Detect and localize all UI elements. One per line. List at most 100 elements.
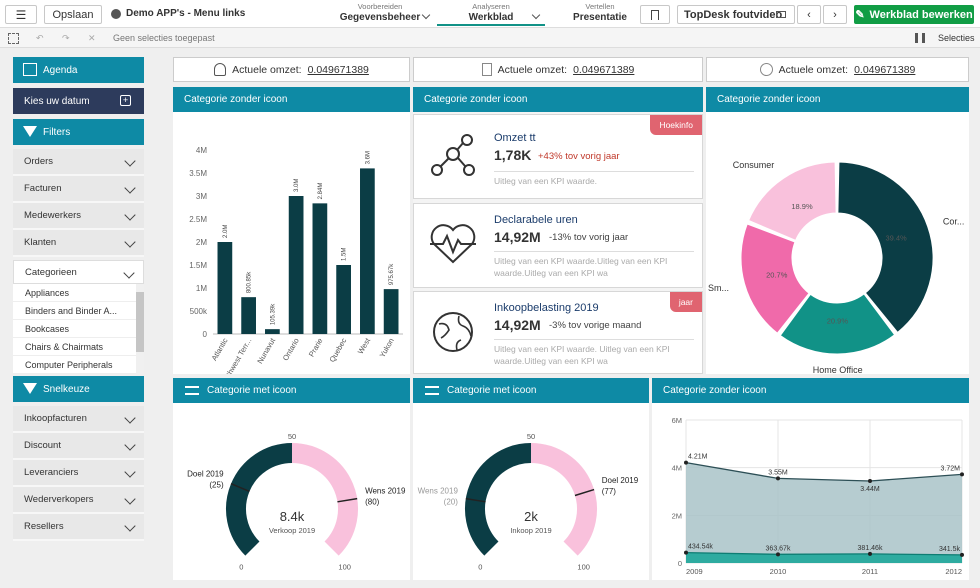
bar[interactable] xyxy=(241,297,256,334)
gauge-goal-value: (77) xyxy=(602,487,617,496)
area-chart[interactable]: 0 2M 4M 6M 2009 2010 2011 2012 4.21M 3.55M 3.44M 3.… xyxy=(652,403,969,580)
gauge-goal-label: Doel 2019 xyxy=(187,470,224,479)
kpi-card-omzet[interactable]: Omzet tt 1,78K +43% tov vorig jaar Uitle… xyxy=(413,114,703,199)
selections-button[interactable]: Selecties xyxy=(938,33,975,43)
gauge-chart[interactable]: 8.4k Verkoop 2019 50 0 100 Doel 2019 (25) Wens … xyxy=(173,403,410,580)
tab-present[interactable]: Vertellen Presentatie xyxy=(564,2,636,26)
scrollbar[interactable] xyxy=(136,284,144,374)
bar[interactable] xyxy=(288,196,304,334)
data-point[interactable] xyxy=(684,460,688,465)
kpi-top-label: Actuele omzet: xyxy=(232,63,302,76)
smart-search-icon[interactable] xyxy=(8,33,19,44)
list-item[interactable]: Computer Peripherals xyxy=(13,356,144,374)
x-tick-label: Quebec xyxy=(327,336,348,363)
gauge-wish-value: (20) xyxy=(444,497,459,506)
filters-header[interactable]: Filters xyxy=(13,119,144,145)
list-item[interactable]: Binders and Binder A... xyxy=(13,302,144,320)
snel-item-discount[interactable]: Discount xyxy=(13,433,144,460)
kpi-top-2[interactable]: Actuele omzet: 0.049671389 xyxy=(413,57,703,82)
scrollbar-thumb[interactable] xyxy=(136,292,144,352)
edit-sheet-button[interactable]: ✎ Werkblad bewerken xyxy=(854,5,974,24)
data-point[interactable] xyxy=(868,551,872,556)
gauge-arc-high xyxy=(530,443,597,556)
gauge-goal-label: Doel 2019 xyxy=(602,476,639,485)
bar[interactable] xyxy=(217,242,233,334)
kpi-top-1[interactable]: Actuele omzet: 0.049671389 xyxy=(173,57,410,82)
tab-prepare[interactable]: Voorbereiden Gegevensbeheer xyxy=(338,2,422,26)
bar-chart[interactable]: 0 500k 1M 1.5M 2M 2.5M 3M 3.5M 4M 2.0M Atlantic 800… xyxy=(173,112,410,388)
gauge-center-label: Inkoop 2019 xyxy=(510,526,551,535)
categories-list[interactable]: Appliances Binders and Binder A... Bookc… xyxy=(13,284,144,374)
list-item[interactable]: Bookcases xyxy=(13,320,144,338)
gauge-chart[interactable]: 2k Inkoop 2019 50 0 100 Doel 2019 (77) Wens 201… xyxy=(413,403,649,580)
filter-item-medewerkers[interactable]: Medewerkers xyxy=(13,203,144,230)
area-chart-panel: Categorie zonder icoon 0 2M 4M 6M 2009 2010 20… xyxy=(652,378,969,580)
data-point[interactable] xyxy=(960,552,964,557)
filter-item-facturen[interactable]: Facturen xyxy=(13,176,144,203)
bar[interactable] xyxy=(312,203,328,334)
save-button[interactable]: Opslaan xyxy=(44,5,102,24)
categories-filter[interactable]: Categorieen xyxy=(13,260,144,284)
bookmark-button[interactable] xyxy=(640,5,670,24)
data-point[interactable] xyxy=(868,479,872,484)
bar-value-label: 2.0M xyxy=(223,225,229,238)
sidebar: Agenda Kies uw datum + Filters Orders Fac… xyxy=(13,57,144,541)
bar[interactable] xyxy=(265,329,280,334)
kpi-top-value: 0.049671389 xyxy=(307,63,369,76)
tab-analyze[interactable]: Analyseren Werkblad xyxy=(437,2,545,26)
data-label: 363.67k xyxy=(766,545,791,552)
categories-label: Categorieen xyxy=(25,266,77,278)
snel-item-resellers[interactable]: Resellers xyxy=(13,514,144,541)
snel-item-leveranciers[interactable]: Leveranciers xyxy=(13,460,144,487)
story-select[interactable]: TopDesk foutvideo xyxy=(677,5,795,24)
data-point[interactable] xyxy=(776,476,780,481)
y-tick-label: 4M xyxy=(672,464,682,473)
prev-button[interactable]: ‹ xyxy=(797,5,821,24)
data-point[interactable] xyxy=(776,552,780,557)
chevron-down-icon xyxy=(124,439,136,451)
data-point[interactable] xyxy=(960,472,964,477)
donut-slice[interactable] xyxy=(740,223,810,334)
kpi-top-3[interactable]: Actuele omzet: 0.049671389 xyxy=(706,57,969,82)
filter-item-label: Medewerkers xyxy=(24,210,82,221)
slice-label: Cor... xyxy=(943,217,965,227)
bookmark-icon xyxy=(651,9,659,20)
chevron-down-icon xyxy=(124,209,136,221)
y-tick-label: 0 xyxy=(203,330,208,339)
kpi-tag[interactable]: jaar xyxy=(669,292,702,312)
donut-slice[interactable] xyxy=(748,161,837,241)
step-back-icon[interactable]: ↶ xyxy=(36,33,44,43)
network-icon xyxy=(431,134,475,176)
donut-slice[interactable] xyxy=(837,161,934,333)
bar[interactable] xyxy=(360,168,375,334)
menu-button[interactable]: ☰ xyxy=(5,5,37,24)
list-item[interactable]: Chairs & Chairmats xyxy=(13,338,144,356)
agenda-header[interactable]: Agenda xyxy=(13,57,144,83)
selection-bar: ↶ ↷ ✕ Geen selecties toegepast Selecties xyxy=(0,28,980,48)
bar[interactable] xyxy=(383,289,399,334)
tab-prepare-label: Gegevensbeheer xyxy=(339,12,421,23)
date-picker[interactable]: Kies uw datum + xyxy=(13,88,144,114)
filter-item-orders[interactable]: Orders xyxy=(13,149,144,176)
bar[interactable] xyxy=(336,265,351,334)
next-button[interactable]: › xyxy=(823,5,847,24)
slice-pct-label: 18.9% xyxy=(791,202,813,211)
kpi-card-inkoop[interactable]: Inkoopbelasting 2019 14,92M -3% tov vori… xyxy=(413,291,703,374)
snelkeuze-header[interactable]: Snelkeuze xyxy=(13,376,144,402)
snel-item-inkoopfacturen[interactable]: Inkoopfacturen xyxy=(13,406,144,433)
kpi-tag[interactable]: Hoekinfo xyxy=(650,115,702,135)
data-point[interactable] xyxy=(684,550,688,555)
donut-chart[interactable]: 18.9% Consumer 39.4% Cor... 20.9% Home Office… xyxy=(706,112,969,375)
filter-item-klanten[interactable]: Klanten xyxy=(13,230,144,257)
snel-item-wederverkopers[interactable]: Wederverkopers xyxy=(13,487,144,514)
panel-title: Categorie met icoon xyxy=(207,385,297,396)
gauge-wish-label: Wens 2019 xyxy=(365,486,406,495)
kpi-card-uren[interactable]: Declarabele uren 14,92M -13% tov vorig j… xyxy=(413,203,703,288)
kpi-value: 1,78K xyxy=(494,147,532,163)
step-forward-icon[interactable]: ↷ xyxy=(62,33,70,43)
clear-selections-icon[interactable]: ✕ xyxy=(88,33,96,43)
list-item[interactable]: Appliances xyxy=(13,284,144,302)
donut-slice[interactable] xyxy=(779,293,896,355)
kpi-cards-panel: Categorie zonder icoon Omzet tt 1,78K +4… xyxy=(413,87,703,374)
chevron-down-icon[interactable] xyxy=(421,10,431,20)
